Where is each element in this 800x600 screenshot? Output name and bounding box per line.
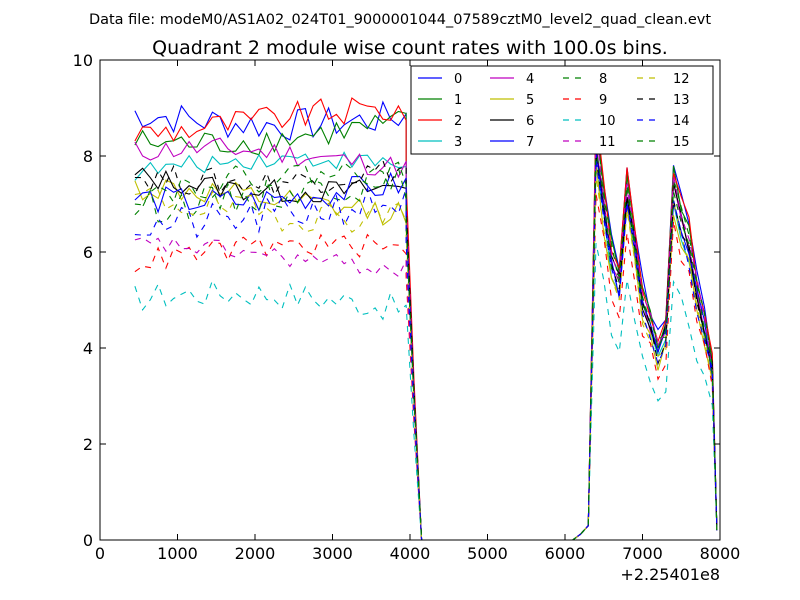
legend-label-2: 2 bbox=[454, 114, 462, 129]
x-tick-label: 8000 bbox=[700, 544, 741, 563]
y-tick-label: 2 bbox=[83, 435, 93, 454]
series-line-2 bbox=[134, 97, 718, 540]
legend-label-12: 12 bbox=[673, 72, 690, 87]
legend-label-7: 7 bbox=[526, 135, 534, 150]
series-line-9 bbox=[134, 194, 718, 540]
y-tick-label: 4 bbox=[83, 339, 93, 358]
series-line-10 bbox=[134, 243, 718, 540]
legend-label-4: 4 bbox=[526, 72, 534, 87]
x-tick-label: 6000 bbox=[545, 544, 586, 563]
legend-label-6: 6 bbox=[526, 114, 534, 129]
series-line-12 bbox=[134, 176, 718, 540]
data-file-suptitle: Data file: modeM0/AS1A02_024T01_90000010… bbox=[89, 12, 711, 28]
plot-area-frame bbox=[99, 59, 721, 541]
chart-title: Quadrant 2 module wise count rates with … bbox=[152, 37, 668, 59]
x-tick-label: 2000 bbox=[235, 544, 276, 563]
x-tick-label: 5000 bbox=[467, 544, 508, 563]
legend-label-14: 14 bbox=[673, 114, 690, 129]
legend-label-3: 3 bbox=[454, 135, 462, 150]
series-line-15 bbox=[134, 148, 718, 540]
series-lines bbox=[134, 97, 718, 540]
legend-label-10: 10 bbox=[599, 114, 616, 129]
y-tick-label: 6 bbox=[83, 243, 93, 262]
legend-label-5: 5 bbox=[526, 93, 534, 108]
legend-label-0: 0 bbox=[454, 72, 462, 87]
legend-label-1: 1 bbox=[454, 93, 462, 108]
series-line-1 bbox=[134, 110, 718, 540]
legend-frame bbox=[410, 65, 714, 155]
legend-label-11: 11 bbox=[599, 135, 616, 150]
legend-label-9: 9 bbox=[599, 93, 607, 108]
x-tick-label: 3000 bbox=[312, 544, 353, 563]
y-tick-label: 8 bbox=[83, 147, 93, 166]
x-tick-label: 4000 bbox=[390, 544, 431, 563]
legend-label-8: 8 bbox=[599, 72, 607, 87]
legend-label-15: 15 bbox=[673, 135, 690, 150]
x-tick-label: 1000 bbox=[157, 544, 198, 563]
legend-label-13: 13 bbox=[673, 93, 690, 108]
x-axis-offset-label: +2.25401e8 bbox=[620, 565, 720, 584]
y-tick-label: 10 bbox=[73, 51, 93, 70]
x-tick-label: 7000 bbox=[622, 544, 663, 563]
x-tick-label: 0 bbox=[95, 544, 105, 563]
y-tick-label: 0 bbox=[83, 531, 93, 550]
series-line-13 bbox=[134, 156, 718, 540]
